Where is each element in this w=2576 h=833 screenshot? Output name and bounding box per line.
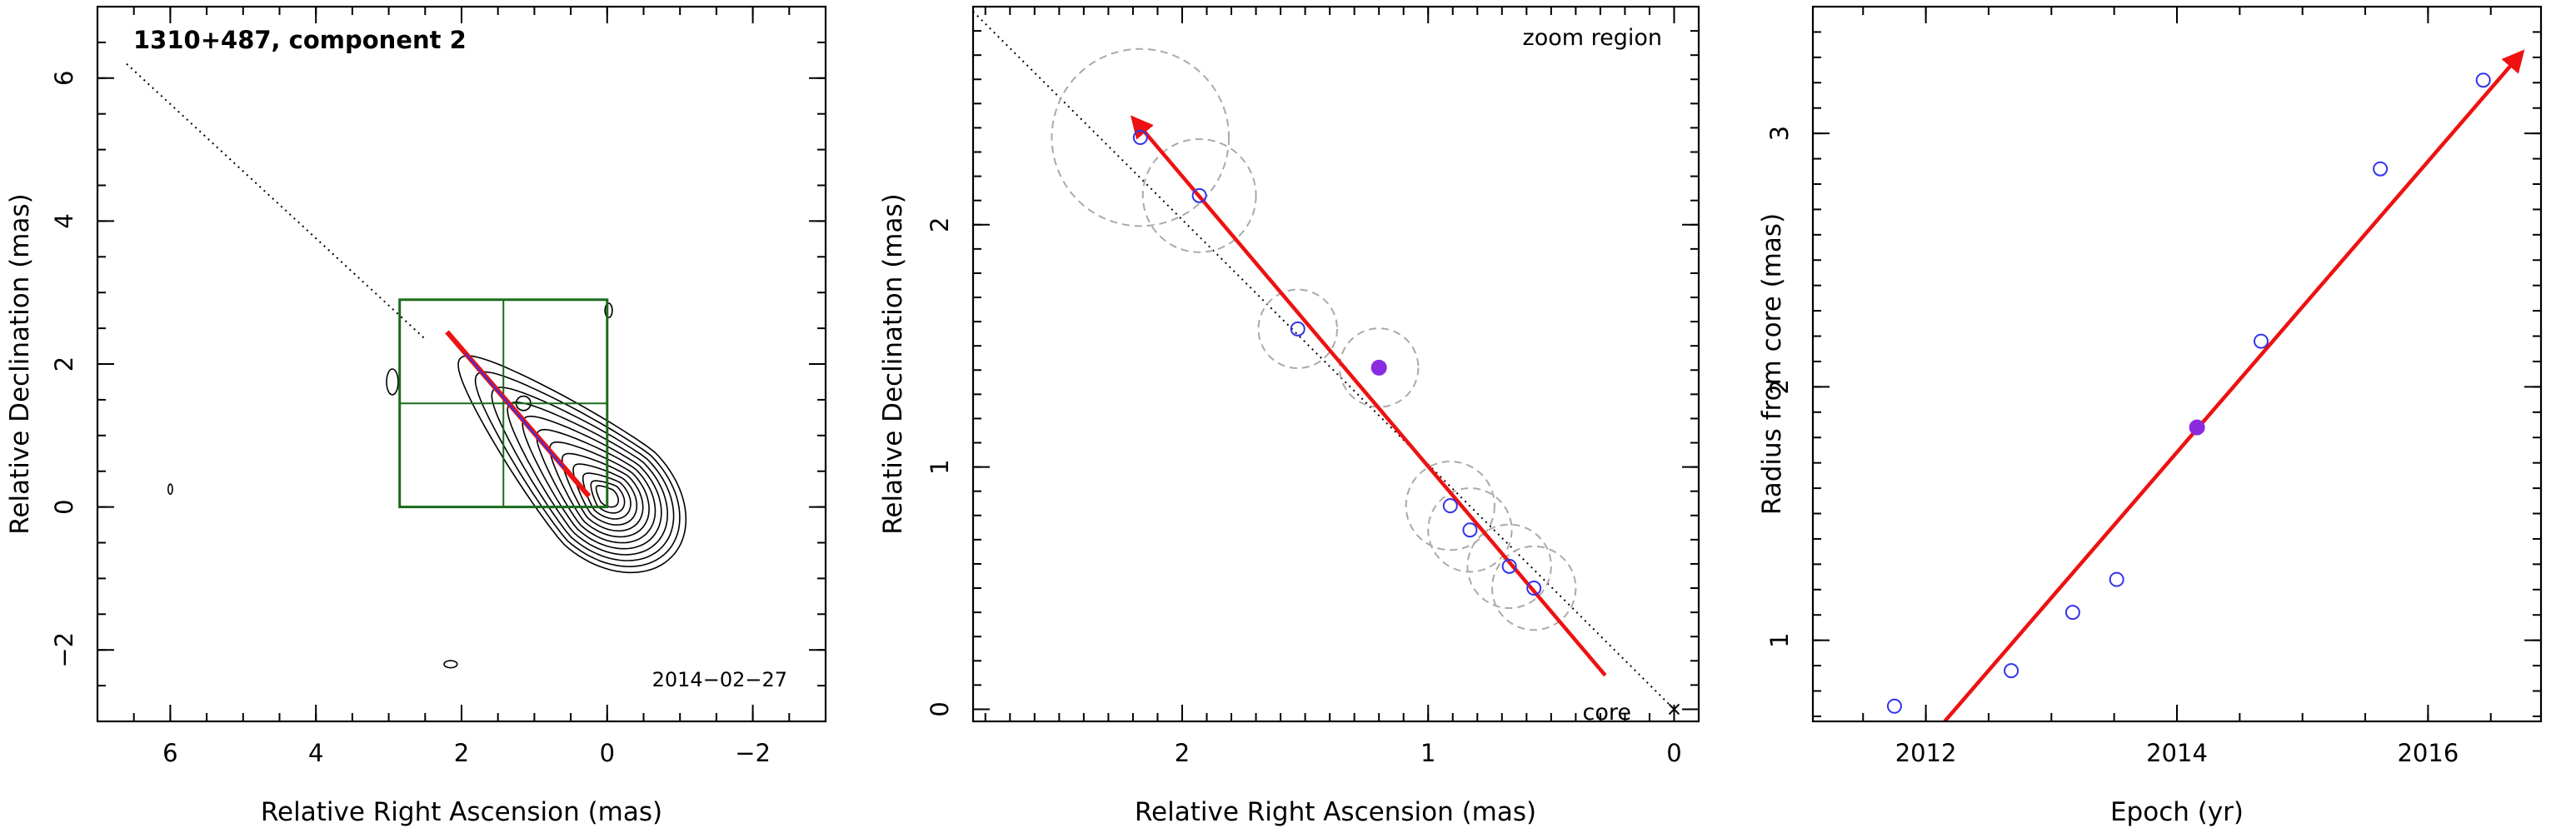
panel-map: 6 4 2 0 −2 −2 0 2 4 6 1310+487, component 2 2014−… [5, 5, 827, 827]
x-tick-label: 1 [1420, 739, 1435, 767]
jet-axis-line [126, 62, 426, 340]
uncertainty-circle [1051, 47, 1231, 227]
contour-island [386, 368, 399, 396]
contour-level [522, 415, 662, 550]
y-tick-label: 4 [50, 213, 78, 228]
map-x-axis-label: Relative Right Ascension (mas) [261, 797, 662, 827]
x-tick-label: 2 [1175, 739, 1190, 767]
highlighted-point [2189, 419, 2205, 436]
core-label: core [1583, 700, 1631, 726]
epoch-point [2064, 605, 2080, 621]
epoch-point [2109, 571, 2124, 587]
panel-zoom: 2 1 0 0 1 2 zoom region core Relative Right A… [878, 5, 1700, 827]
map-date-label: 2014−02−27 [652, 668, 787, 691]
epoch-point [2253, 333, 2269, 349]
map-frame [96, 5, 827, 723]
epoch-point [2004, 663, 2019, 679]
radius-frame [1811, 5, 2543, 723]
component-point [1290, 321, 1305, 337]
component-point [1526, 581, 1542, 596]
y-tick-label: 1 [926, 459, 954, 474]
zoom-plot-area [973, 11, 1680, 716]
x-tick-label: 0 [600, 739, 615, 767]
component-point [1442, 498, 1458, 514]
y-tick-label: 2 [1765, 379, 1794, 394]
fit-arrow [1943, 49, 2525, 721]
uncertainty-circle [1141, 137, 1257, 253]
uncertainty-circle [1427, 487, 1513, 573]
zoom-y-axis-label: Relative Declination (mas) [878, 193, 908, 535]
y-tick-label: 0 [50, 499, 78, 514]
map-ticks: 6 4 2 0 −2 −2 0 2 4 6 [50, 6, 826, 767]
contour-level [561, 452, 644, 532]
x-tick-label: 2 [454, 739, 469, 767]
contour-level [491, 387, 675, 561]
contour-level [474, 371, 681, 568]
zoom-frame [971, 5, 1700, 723]
uncertainty-circle [1466, 523, 1552, 610]
y-tick-label: 1 [1765, 632, 1794, 647]
y-tick-label: 6 [50, 71, 78, 86]
trajectory-points-overlay [464, 352, 565, 469]
contour-level [549, 441, 650, 538]
y-tick-label: −2 [50, 632, 78, 668]
zoom-region-label: zoom region [1523, 25, 1662, 51]
component-point [1501, 558, 1517, 574]
x-tick-label: 2012 [1895, 739, 1957, 767]
radius-ticks: 2012 2014 2016 1 2 3 [1765, 6, 2541, 767]
contour-island [604, 302, 613, 319]
radius-x-axis-label: Epoch (yr) [2110, 797, 2244, 827]
contour-level [536, 428, 656, 544]
y-tick-label: 3 [1765, 126, 1794, 141]
contour-level [507, 401, 669, 556]
epoch-point [2373, 161, 2389, 177]
uncertainty-circle [1490, 545, 1577, 631]
x-tick-label: 2016 [2397, 739, 2459, 767]
x-tick-label: 2014 [2146, 739, 2208, 767]
map-plot-area [126, 62, 687, 669]
contour-level [572, 463, 638, 526]
radius-plot-area [1886, 49, 2525, 721]
y-tick-label: 2 [50, 357, 78, 372]
radius-y-axis-label: Radius from core (mas) [1757, 213, 1787, 515]
y-tick-label: 0 [926, 701, 954, 716]
x-tick-label: 6 [162, 739, 177, 767]
trajectory-arrow [1131, 115, 1607, 677]
component-point [1191, 187, 1207, 203]
x-tick-label: 0 [1666, 739, 1681, 767]
y-tick-label: 2 [926, 217, 954, 232]
zoom-ticks: 2 1 0 0 1 2 [926, 6, 1700, 767]
component-point [1132, 130, 1148, 146]
uncertainty-circle [1257, 288, 1338, 370]
panel-radius: 2012 2014 2016 1 2 3 Epoch (yr) Radius from c… [1757, 5, 2543, 827]
epoch-point [2475, 72, 2491, 88]
uncertainty-circles [1051, 47, 1577, 631]
epoch-point [1886, 698, 1902, 714]
map-y-axis-label: Relative Declination (mas) [5, 193, 35, 535]
map-title: 1310+487, component 2 [133, 26, 467, 54]
contour-island [443, 660, 458, 669]
component-point [1462, 522, 1478, 538]
uncertainty-circle [1405, 461, 1495, 551]
contour-island [167, 483, 173, 495]
highlighted-point [1370, 359, 1387, 376]
x-tick-label: −2 [735, 739, 771, 767]
zoom-x-axis-label: Relative Right Ascension (mas) [1135, 797, 1536, 827]
x-tick-label: 4 [308, 739, 323, 767]
jet-axis-line [973, 11, 1675, 711]
